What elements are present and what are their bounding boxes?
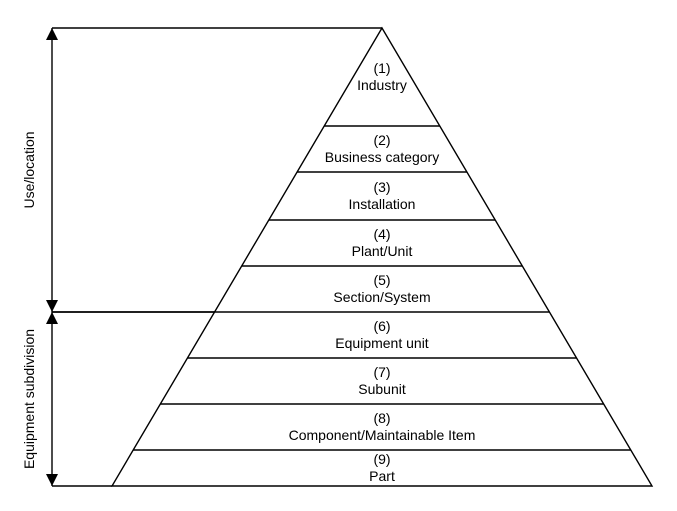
level-7-number: (7)	[373, 364, 390, 380]
lower-label: Equipment subdivision	[21, 329, 37, 469]
level-9-number: (9)	[373, 451, 390, 467]
level-5-number: (5)	[373, 272, 390, 288]
arrowhead-down-icon	[46, 300, 58, 312]
level-1-name: Industry	[357, 77, 407, 93]
level-3-name: Installation	[349, 196, 416, 212]
level-1-number: (1)	[373, 60, 390, 76]
arrowhead-up-icon	[46, 28, 58, 40]
hierarchy-pyramid-diagram: (1)Industry (2)Business category (3)Instal…	[0, 0, 677, 511]
level-2-name: Business category	[325, 149, 439, 165]
level-6-number: (6)	[373, 318, 390, 334]
level-2-number: (2)	[373, 132, 390, 148]
level-7-name: Subunit	[358, 381, 406, 397]
level-4-number: (4)	[373, 226, 390, 242]
level-4-name: Plant/Unit	[352, 243, 413, 259]
level-8-number: (8)	[373, 410, 390, 426]
level-5-name: Section/System	[333, 289, 430, 305]
arrowhead-down-icon	[46, 474, 58, 486]
level-3-number: (3)	[373, 179, 390, 195]
level-9-name: Part	[369, 468, 395, 484]
level-6-name: Equipment unit	[335, 335, 429, 351]
upper-bracket-label: Use/location	[21, 131, 37, 208]
arrowhead-up-icon	[46, 312, 58, 324]
level-8-name: Component/Maintainable Item	[289, 427, 476, 443]
